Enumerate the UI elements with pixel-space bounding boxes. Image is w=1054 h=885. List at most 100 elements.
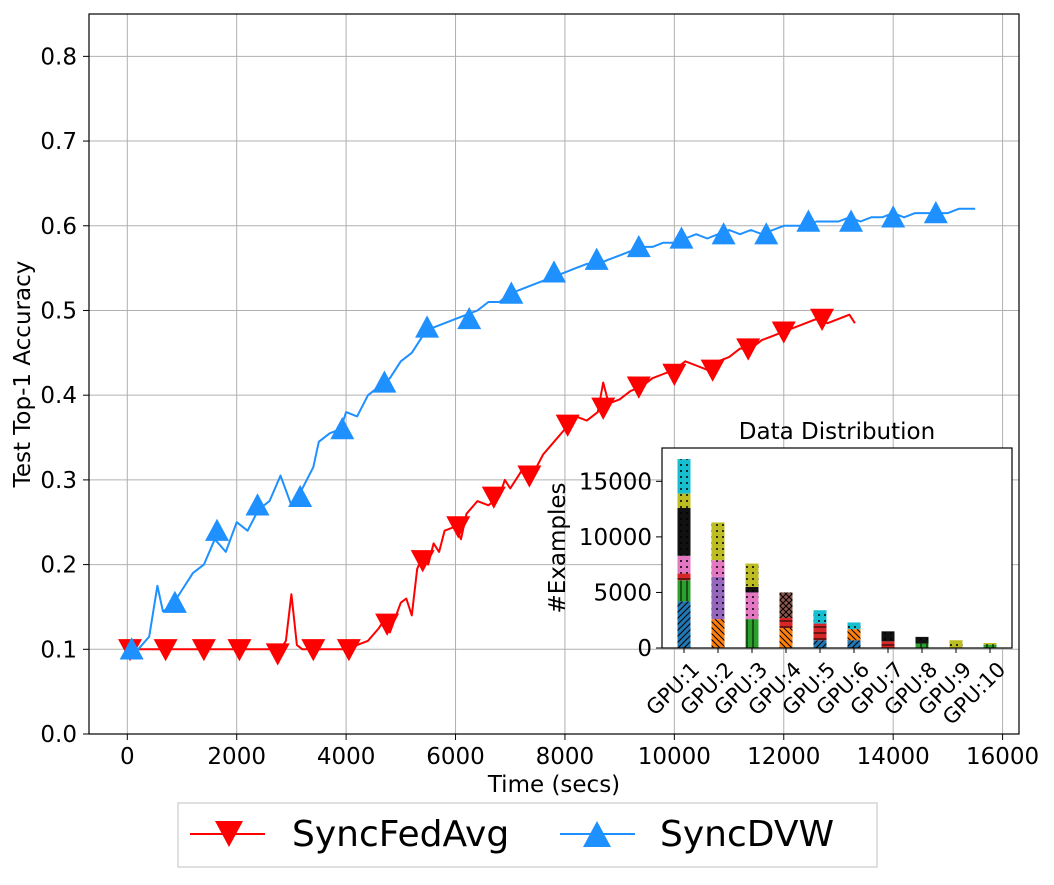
syncdvw-point [542,260,566,283]
syncfedavg-point [771,321,796,344]
syncdvw-point [162,590,187,613]
bar-gpu-6 [847,622,861,648]
y-tick-label: 0.7 [40,129,77,155]
bar-gpu-8 [915,636,929,648]
y-tick-label: 0.2 [40,553,77,579]
syncdvw-point [415,315,440,338]
syncdvw-point [839,209,864,232]
syncfedavg-point [555,414,580,437]
x-tick-label: 14000 [857,744,930,770]
y-tick-label: 0.0 [40,722,77,748]
syncdvw-point [711,222,736,245]
bar-segment [677,580,691,602]
bar-segment [677,508,691,556]
syncfedavg-point [265,643,290,666]
main-series [118,201,976,666]
bar-segment [915,636,929,644]
bar-segment [677,601,691,648]
bar-segment [779,592,793,618]
bar-segment [915,643,929,648]
inset-title: Data Distribution [739,419,935,445]
bar-segment [813,640,827,648]
inset-y-tick-label: 5000 [593,580,652,606]
bar-segment [711,560,725,577]
main-ticks: 0 2000 4000 6000 8000 10000 12000 14000 16000 0.0… [40,44,1039,770]
bar-gpu-1 [677,459,691,648]
x-tick-label: 2000 [207,744,266,770]
syncfedavg-point [410,550,435,573]
x-tick-label: 6000 [426,744,485,770]
bar-gpu-10 [983,643,997,648]
syncfedavg-point [227,639,252,662]
bar-segment [949,640,963,648]
bar-segment [881,631,895,642]
syncfedavg-point [626,376,651,399]
syncfedavg-point [517,465,542,488]
bar-segment [745,592,759,620]
inset-chart: 050001000015000GPU:1GPU:2GPU:3GPU:4GPU:5… [545,419,1013,730]
x-tick-label: 10000 [638,744,711,770]
bar-segment [745,563,759,587]
legend-syncdvw-marker [583,821,611,847]
bar-segment [711,522,725,561]
syncdvw-point [499,281,524,304]
inset-y-axis-label: #Examples [545,482,571,613]
bar-segment [983,643,997,645]
bar-segment [881,641,895,648]
bar-segment [847,622,861,630]
x-tick-label: 12000 [747,744,820,770]
syncfedavg-point [736,338,761,361]
bar-segment [847,629,861,641]
y-tick-label: 0.1 [40,637,77,663]
bar-gpu-2 [711,522,725,648]
y-tick-label: 0.4 [40,383,77,409]
bar-segment [745,586,759,593]
syncdvw-point [372,370,397,393]
bar-gpu-5 [813,610,827,648]
bar-gpu-4 [779,592,793,648]
syncdvw-point [796,209,821,232]
inset-bars [677,459,997,648]
syncdvw-point [584,247,609,270]
x-axis-label: Time (secs) [487,772,620,798]
syncfedavg-point [700,359,725,382]
bar-segment [779,628,793,648]
bar-segment [711,576,725,620]
bar-segment [779,618,793,628]
bar-segment [745,619,759,648]
syncdvw-point [119,637,144,660]
syncdvw-point [881,205,906,228]
legend-syncdvw-label: SyncDVW [660,814,834,855]
y-tick-label: 0.8 [40,44,77,70]
bar-gpu-7 [881,631,895,648]
legend-box [177,802,878,868]
bar-segment [711,619,725,648]
syncdvw-point [330,417,355,440]
syncdvw-point [457,306,482,330]
x-tick-label: 0 [120,744,135,770]
x-tick-label: 8000 [536,744,595,770]
bar-segment [983,644,997,648]
syncfedavg-point [191,639,216,662]
syncfedavg-point [301,639,326,662]
syncfedavg-point [591,397,616,420]
y-axis-label: Test Top-1 Accuracy [10,261,36,489]
bar-segment [847,640,861,648]
syncfedavg-point [662,363,687,386]
syncfedavg-point [810,308,835,331]
x-tick-label: 4000 [317,744,376,770]
bar-segment [813,623,827,641]
syncdvw-point [626,234,651,258]
bar-segment [677,555,691,574]
legend-syncfedavg-label: SyncFedAvg [292,814,509,855]
syncfedavg-point [481,486,506,509]
main-plot-frame [88,13,1020,735]
bar-segment [677,573,691,581]
syncdvw-point [288,484,313,508]
bar-segment [813,610,827,624]
bar-gpu-3 [745,563,759,648]
y-tick-label: 0.5 [40,298,77,324]
syncdvw-point [245,493,270,516]
y-tick-label: 0.3 [40,468,77,494]
